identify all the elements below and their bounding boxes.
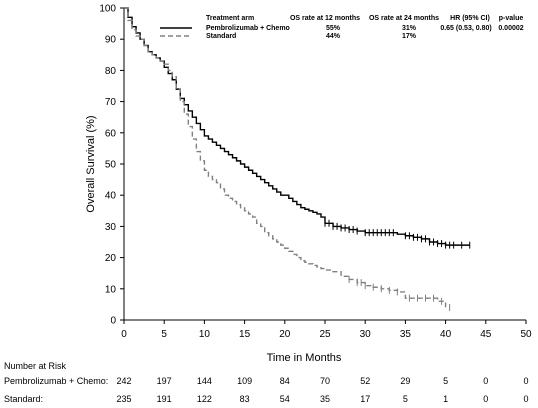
legend-pvalue-pembrolizumab: 0.00002	[498, 25, 523, 32]
y-tick-label: 90	[105, 35, 117, 46]
x-tick-label: 10	[199, 329, 211, 340]
legend-header-arm: Treatment arm	[206, 15, 254, 22]
x-tick-label: 40	[440, 329, 452, 340]
risk-value-pembrolizumab: 84	[280, 376, 290, 386]
legend-os12-pembrolizumab: 55%	[326, 25, 341, 32]
x-tick-label: 25	[319, 329, 331, 340]
risk-value-standard: 122	[197, 394, 212, 404]
y-tick-label: 30	[105, 222, 117, 233]
risk-value-standard: 5	[403, 394, 408, 404]
x-tick-label: 35	[400, 329, 412, 340]
risk-value-pembrolizumab: 52	[360, 376, 370, 386]
risk-value-standard: 54	[280, 394, 290, 404]
x-tick-label: 0	[121, 329, 127, 340]
risk-value-pembrolizumab: 242	[116, 376, 131, 386]
risk-value-pembrolizumab: 109	[237, 376, 252, 386]
risk-value-pembrolizumab: 29	[400, 376, 410, 386]
y-tick-label: 50	[105, 160, 117, 171]
risk-value-standard: 17	[360, 394, 370, 404]
risk-table: Number at Risk Pembrolizumab + Chemo: St…	[4, 361, 529, 404]
risk-value-pembrolizumab: 197	[157, 376, 172, 386]
y-ticks: 0 10 20 30 40 50 60 70 80 90 100	[99, 4, 124, 327]
x-tick-label: 15	[239, 329, 251, 340]
legend-os12-standard: 44%	[326, 33, 341, 40]
x-ticks: 0 5 10 15 20 25 30 35 40 45 50	[121, 320, 532, 340]
x-tick-label: 45	[480, 329, 492, 340]
legend-os24-pembrolizumab: 31%	[402, 25, 417, 32]
series-pembrolizumab	[124, 7, 471, 249]
y-tick-label: 70	[105, 97, 117, 108]
risk-value-standard: 1	[443, 394, 448, 404]
risk-row-label-pembrolizumab: Pembrolizumab + Chemo:	[4, 376, 108, 386]
y-tick-label: 20	[105, 253, 117, 264]
legend-header-os12: OS rate at 12 months	[290, 15, 360, 22]
risk-value-pembrolizumab: 5	[443, 376, 448, 386]
risk-values: 242 197 144 109 84 70 52 29 5 0 0 235 191 122 83 54 35 17…	[116, 376, 528, 404]
legend-label-pembrolizumab: Pembrolizumab + Chemo	[206, 25, 290, 32]
y-tick-label: 10	[105, 284, 117, 295]
y-tick-label: 60	[105, 128, 117, 139]
risk-value-pembrolizumab: 144	[197, 376, 212, 386]
survival-curve-standard	[124, 7, 447, 308]
risk-value-standard: 0	[523, 394, 528, 404]
legend-header-pvalue: p-value	[499, 15, 524, 22]
risk-value-standard: 235	[116, 394, 131, 404]
legend-os24-standard: 17%	[402, 33, 417, 40]
legend: Treatment arm OS rate at 12 months OS ra…	[160, 15, 524, 40]
legend-hr-pembrolizumab: 0.65 (0.53, 0.80)	[440, 25, 491, 32]
x-axis-title: Time in Months	[267, 352, 342, 364]
risk-value-pembrolizumab: 70	[320, 376, 330, 386]
risk-value-pembrolizumab: 0	[483, 376, 488, 386]
risk-value-standard: 35	[320, 394, 330, 404]
risk-value-standard: 0	[483, 394, 488, 404]
x-tick-label: 5	[161, 329, 167, 340]
x-tick-label: 50	[520, 329, 532, 340]
series-layer	[124, 7, 471, 312]
x-tick-label: 20	[279, 329, 291, 340]
series-standard	[124, 7, 451, 312]
legend-header-hr: HR (95% CI)	[450, 15, 490, 22]
risk-value-standard: 191	[157, 394, 172, 404]
legend-header-os24: OS rate at 24 months	[369, 15, 439, 22]
risk-table-title: Number at Risk	[4, 361, 67, 371]
survival-curve-pembrolizumab	[124, 7, 470, 246]
risk-value-pembrolizumab: 0	[523, 376, 528, 386]
y-axis-title: Overall Survival (%)	[85, 115, 97, 212]
y-tick-label: 0	[110, 316, 116, 327]
risk-value-standard: 83	[240, 394, 250, 404]
risk-row-label-standard: Standard:	[4, 394, 43, 404]
legend-label-standard: Standard	[206, 33, 236, 40]
y-tick-label: 100	[99, 4, 116, 15]
y-tick-label: 40	[105, 191, 117, 202]
plot-area: 0 10 20 30 40 50 60 70 80 90 100 0 5 10 15 20 25 30 35 40 4…	[99, 4, 532, 341]
y-tick-label: 80	[105, 66, 117, 77]
x-tick-label: 30	[360, 329, 372, 340]
